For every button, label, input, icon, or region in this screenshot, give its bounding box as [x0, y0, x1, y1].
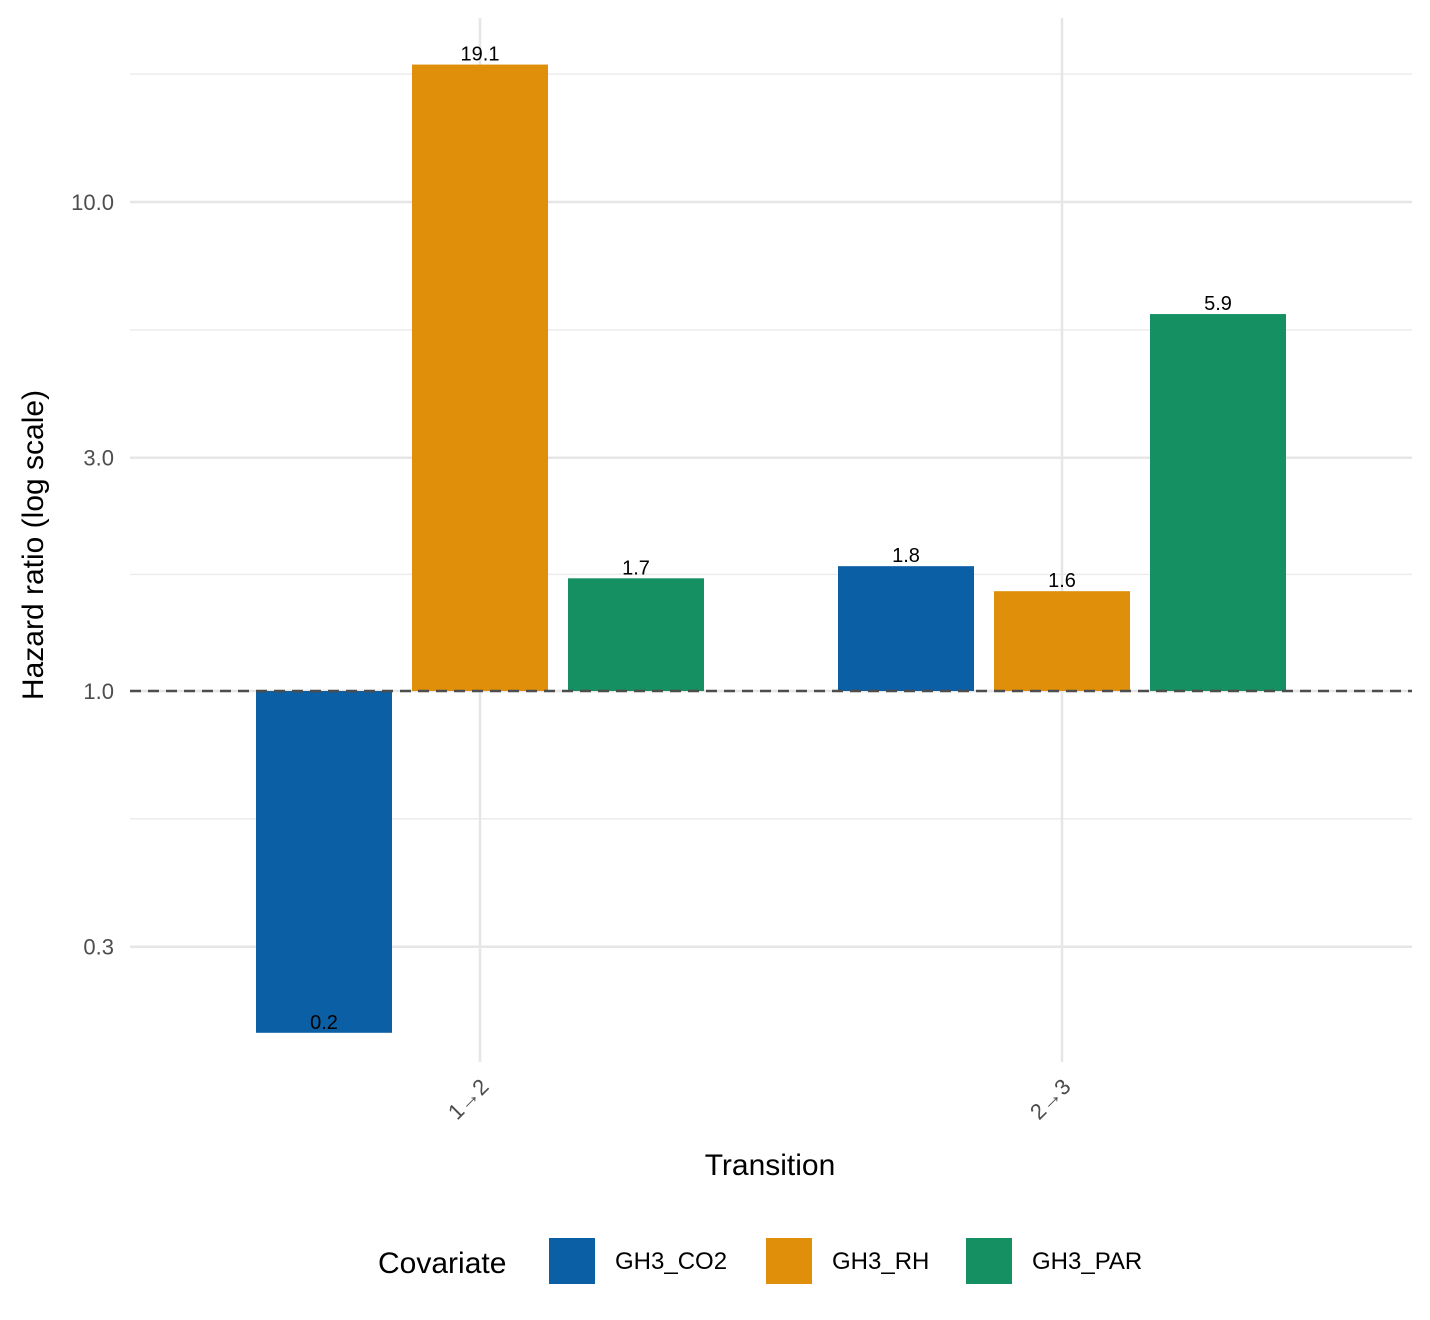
data-label: 5.9: [1204, 293, 1232, 315]
y-tick-label: 1.0: [83, 679, 114, 704]
bars: [256, 64, 1286, 1033]
bar-gh3-co2-2: [838, 566, 974, 691]
bar-gh3-co2-1: [256, 691, 392, 1033]
legend-title: Covariate: [378, 1247, 506, 1280]
legend-key-gh3-rh: [766, 1238, 812, 1284]
legend-label: GH3_RH: [832, 1248, 929, 1275]
bar-gh3-par-2: [1150, 314, 1286, 691]
data-label: 0.2: [310, 1012, 338, 1034]
y-axis-ticks: 0.3 1.0 3.0 10.0: [71, 190, 114, 960]
data-label: 19.1: [461, 44, 500, 66]
data-labels: 0.2 19.1 1.7 1.8 1.6 5.9: [310, 44, 1232, 1034]
bar-gh3-rh-1: [412, 64, 548, 691]
y-axis-title: Hazard ratio (log scale): [17, 390, 50, 700]
data-label: 1.7: [622, 557, 650, 579]
y-tick-label: 0.3: [83, 935, 114, 960]
data-label: 1.8: [892, 545, 920, 567]
legend-label: GH3_PAR: [1032, 1248, 1142, 1275]
legend-key-gh3-par: [966, 1238, 1012, 1284]
bar-gh3-par-1: [568, 578, 704, 691]
legend-label: GH3_CO2: [615, 1248, 727, 1275]
y-tick-label: 10.0: [71, 190, 114, 215]
legend: Covariate GH3_CO2 GH3_RH GH3_PAR: [378, 1238, 1142, 1284]
data-label: 1.6: [1048, 570, 1076, 592]
y-tick-label: 3.0: [83, 446, 114, 471]
x-axis-title: Transition: [705, 1149, 836, 1182]
legend-key-gh3-co2: [549, 1238, 595, 1284]
bar-gh3-rh-2: [994, 591, 1130, 691]
